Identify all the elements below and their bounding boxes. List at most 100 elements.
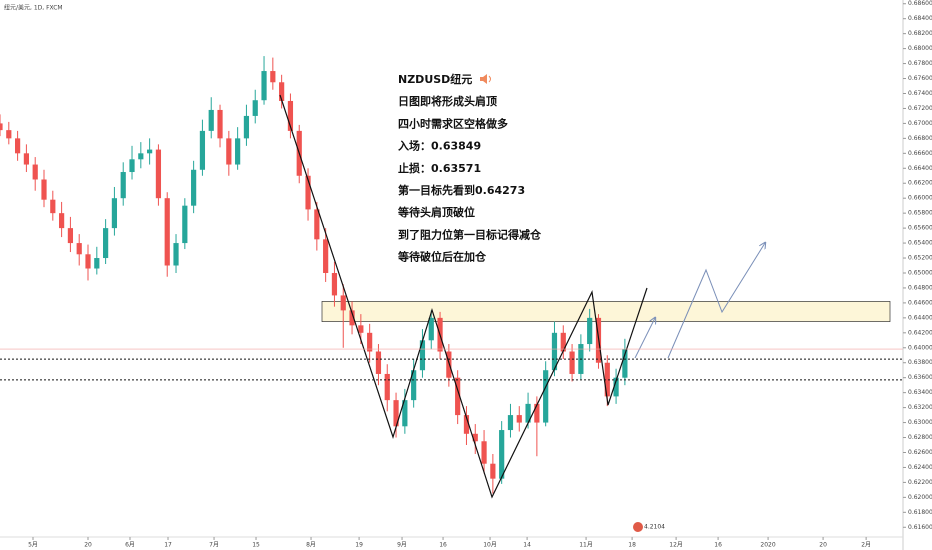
arrow-path: [634, 318, 655, 359]
candle-body: [111, 198, 118, 229]
x-tick-label: 16: [714, 542, 722, 549]
x-tick-label: 20: [819, 542, 827, 549]
x-tick-label: 7月: [209, 542, 219, 549]
candle-body: [235, 138, 241, 165]
y-tick-label: 0.64400: [908, 314, 932, 321]
candle-body: [543, 370, 549, 423]
y-tick-label: 0.68200: [908, 30, 932, 37]
y-tick-label: 0.64200: [908, 329, 932, 336]
candle-body: [340, 295, 346, 311]
annotation-line: 入场：0.63849: [398, 139, 481, 153]
candle-body: [551, 332, 558, 371]
annotation-line: 日图即将形成头肩顶: [398, 94, 497, 108]
y-tick-label: 0.66400: [908, 165, 932, 172]
candle-body: [463, 415, 470, 434]
candle-body: [393, 400, 399, 427]
candle-body: [23, 153, 30, 165]
candle-body: [587, 317, 593, 345]
y-tick-label: 0.64800: [908, 284, 932, 291]
candle-body: [147, 149, 153, 154]
y-tick-label: 0.65400: [908, 240, 932, 247]
candle-body: [6, 130, 12, 139]
candle-body: [261, 71, 267, 101]
badge-icon: [633, 522, 643, 532]
y-tick-label: 0.67400: [908, 90, 932, 97]
arrow-path: [667, 243, 765, 359]
candle-body: [472, 433, 478, 442]
candle-body: [94, 258, 100, 269]
y-tick-label: 0.62000: [908, 494, 932, 501]
candle-body: [41, 179, 47, 200]
candles: [0, 56, 628, 494]
y-tick-label: 0.62200: [908, 479, 932, 486]
candle-body: [411, 370, 417, 401]
candle-body: [499, 430, 505, 479]
annotation-line: 四小时需求区空格做多: [398, 116, 508, 130]
speaker-icon: [480, 74, 487, 84]
axes: 0.61600 0.61800 0.62000 0.62200 0.62400 0.626…: [28, 0, 932, 548]
candle-body: [155, 149, 162, 199]
x-tick-label: 12月: [669, 542, 683, 549]
y-tick-label: 0.66000: [908, 195, 932, 202]
x-tick-label: 2020: [760, 542, 775, 549]
x-tick-label: 8月: [306, 542, 316, 549]
candle-body: [76, 243, 82, 255]
candle-body: [560, 332, 566, 352]
x-tick-label: 9月: [397, 542, 407, 549]
y-tick-label: 0.61800: [908, 509, 932, 516]
y-tick-label: 0.65000: [908, 269, 932, 276]
annotation-line: 等待头肩顶破位: [397, 205, 475, 219]
candle-body: [252, 100, 258, 116]
y-tick-label: 0.67600: [908, 75, 932, 82]
y-tick-label: 0.68000: [908, 45, 932, 52]
candle-body: [490, 463, 496, 479]
y-tick-label: 0.67000: [908, 120, 932, 127]
y-tick-label: 0.62600: [908, 449, 932, 456]
y-tick-label: 0.63600: [908, 374, 932, 381]
x-tick-label: 17: [164, 542, 172, 549]
candle-body: [349, 310, 355, 326]
x-tick-label: 14: [523, 542, 531, 549]
x-tick-label: 15: [252, 542, 260, 549]
y-tick-label: 0.65800: [908, 210, 932, 217]
y-tick-label: 0.67800: [908, 60, 932, 67]
y-tick-label: 0.67200: [908, 105, 932, 112]
x-tick-label: 11月: [579, 542, 593, 549]
y-tick-label: 0.64600: [908, 299, 932, 306]
candle-body: [613, 377, 619, 397]
x-tick-label: 19: [355, 542, 363, 549]
y-tick-label: 0.61600: [908, 524, 932, 531]
candle-body: [243, 115, 250, 139]
candle-body: [314, 209, 320, 240]
candle-body: [191, 169, 197, 206]
candle-body: [428, 317, 434, 341]
y-tick-label: 0.66200: [908, 180, 932, 187]
y-tick-label: 0.66800: [908, 135, 932, 142]
y-tick-label: 0.66600: [908, 150, 932, 157]
candle-body: [138, 153, 144, 160]
candle-body: [103, 228, 109, 259]
candle-body: [226, 138, 232, 165]
candle-body: [375, 351, 382, 374]
candle-body: [50, 199, 56, 214]
candle-body: [279, 82, 285, 101]
y-tick-label: 0.63200: [908, 404, 932, 411]
candle-body: [419, 340, 426, 371]
x-tick-label: 20: [84, 542, 92, 549]
candle-body: [481, 441, 487, 464]
candle-body: [173, 243, 179, 266]
y-tick-label: 0.68600: [908, 0, 932, 7]
y-tick-label: 0.65600: [908, 225, 932, 232]
candle-body: [32, 164, 38, 180]
zigzag: [279, 94, 648, 499]
candle-body: [287, 100, 294, 131]
annotation-line: 止损：0.63571: [398, 161, 481, 175]
candle-body: [446, 351, 452, 378]
candle-body: [455, 377, 461, 416]
candle-body: [367, 332, 373, 352]
symbol-label: 纽元/美元, 1D, FXCM: [4, 4, 63, 12]
candle-body: [569, 351, 575, 374]
